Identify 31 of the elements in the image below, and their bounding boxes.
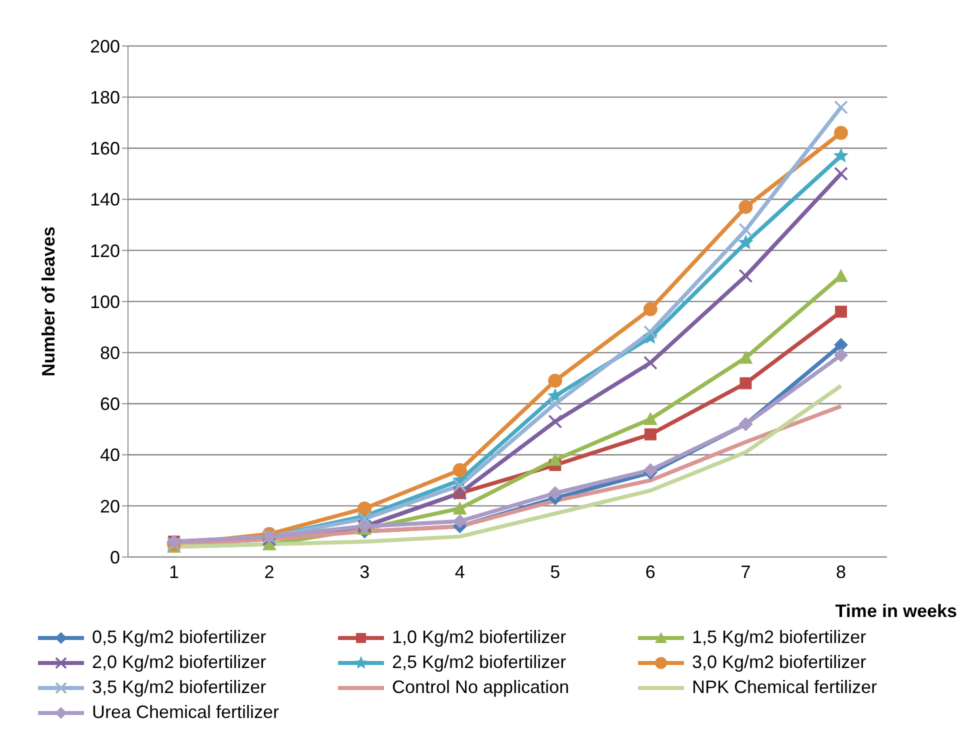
x-axis-title: Time in weeks [835,601,957,621]
legend-label: Control No application [392,677,570,698]
x-tick-label: 7 [740,562,751,582]
legend-label: 0,5 Kg/m2 biofertilizer [92,627,266,648]
y-axis-title: Number of leaves [38,226,58,377]
legend-label: 1,5 Kg/m2 biofertilizer [692,627,866,648]
x-tick-label: 3 [360,562,370,582]
y-tick-label: 160 [90,138,120,159]
legend-label: 2,0 Kg/m2 biofertilizer [92,652,266,673]
legend-label: 3,5 Kg/m2 biofertilizer [92,677,266,698]
x-tick-label: 8 [836,562,846,582]
y-tick-label: 60 [100,394,120,414]
legend-label: 1,0 Kg/m2 biofertilizer [392,627,566,648]
y-tick-label: 20 [100,496,120,516]
y-tick-label: 180 [90,87,120,108]
y-tick-label: 100 [90,292,120,312]
legend-label: 2,5 Kg/m2 biofertilizer [392,652,566,673]
y-tick-label: 40 [100,445,120,466]
y-tick-label: 200 [90,36,120,56]
x-tick-label: 5 [550,562,560,582]
y-tick-label: 0 [110,547,120,568]
legend-label: NPK Chemical fertilizer [692,677,878,698]
y-tick-label: 80 [100,342,120,363]
x-tick-label: 2 [264,562,274,582]
y-tick-label: 140 [90,190,120,210]
x-tick-label: 1 [168,562,180,582]
legend-label: Urea Chemical fertilizer [92,702,280,723]
legend-label: 3,0 Kg/m2 biofertilizer [692,652,866,673]
y-tick-label: 120 [90,240,120,261]
x-tick-label: 6 [645,562,656,582]
x-tick-label: 4 [454,562,465,582]
